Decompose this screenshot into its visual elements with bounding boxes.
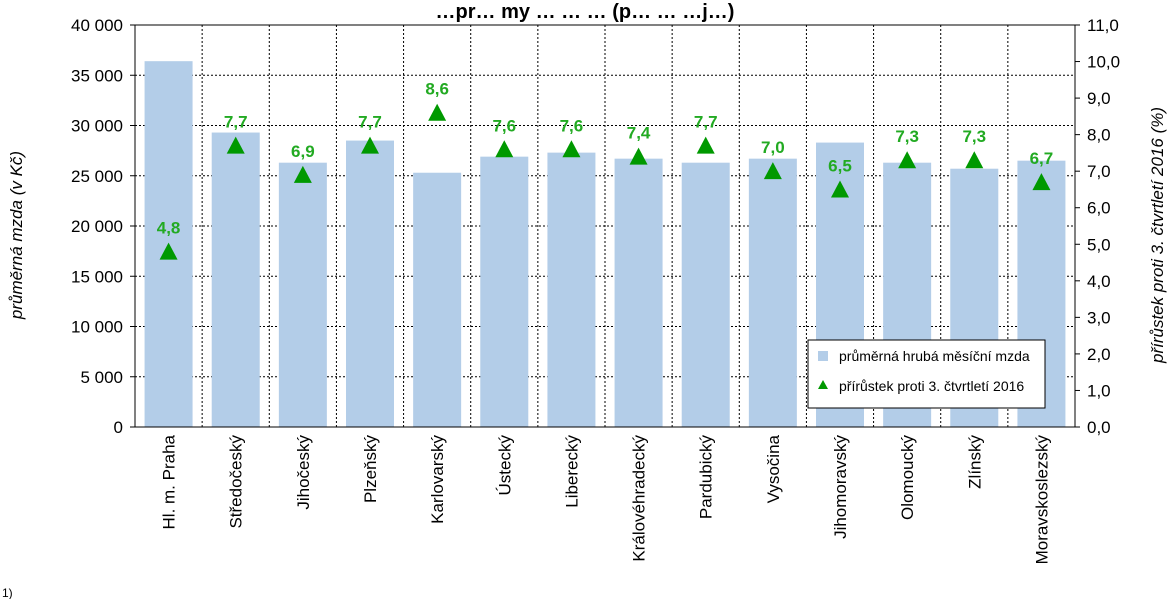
legend-bar-label: průměrná hrubá měsíční mzda (839, 348, 1030, 364)
growth-data-label: 4,8 (157, 219, 181, 238)
category-label: Jihomoravský (831, 435, 850, 539)
y2-tick-label: 6,0 (1087, 199, 1111, 218)
bar (681, 162, 730, 427)
legend: průměrná hrubá měsíční mzda přírůstek pr… (807, 339, 1046, 409)
bar (480, 156, 529, 427)
y-tick-label: 40 000 (71, 16, 123, 35)
growth-marker (361, 136, 379, 154)
data-labels: 4,8 7,7 6,9 7,7 8,6 7,6 7,6 7,4 7,7 7,0 6,5 7,3 7,3 6… (157, 80, 1053, 238)
y-tick-label: 25 000 (71, 167, 123, 186)
growth-marker (629, 147, 648, 165)
y2-tick-label: 7,0 (1087, 162, 1111, 181)
growth-marker (226, 136, 245, 154)
bar (748, 158, 797, 428)
growth-marker (831, 180, 849, 198)
y2-tick-label: 9,0 (1087, 89, 1111, 108)
growth-data-label: 7,7 (224, 113, 248, 132)
bar (547, 152, 596, 427)
category-label: Zlínský (965, 435, 984, 489)
footnote: 1) (2, 586, 13, 599)
category-label: Karlovarský (428, 435, 447, 524)
growth-data-label: 7,6 (560, 116, 584, 135)
category-label: Středočeský (227, 435, 246, 529)
growth-marker (293, 165, 312, 183)
growth-data-label: 7,3 (895, 127, 919, 146)
growth-marker (1032, 173, 1051, 191)
category-label: Jihočeský (294, 435, 313, 510)
growth-data-label: 7,6 (492, 116, 516, 135)
y-tick-label: 10 000 (71, 318, 123, 337)
y2-tick-label: 10,0 (1087, 53, 1120, 72)
bar (346, 140, 394, 427)
y2-tick-label: 3,0 (1087, 308, 1111, 327)
growth-marker (696, 136, 715, 154)
growth-data-label: 7,3 (962, 127, 986, 146)
y2-tick-label: 1,0 (1087, 381, 1111, 400)
y2-tick-label: 11,0 (1087, 16, 1119, 35)
y-tick-label: 5 000 (80, 368, 123, 387)
left-axis-ticks: 0 5 000 10 000 15 000 20 000 25 000 30 000 35 0… (71, 16, 135, 437)
category-label: Vysočina (764, 434, 783, 503)
bar (278, 162, 327, 427)
bar (413, 172, 462, 427)
y2-tick-label: 2,0 (1087, 345, 1111, 364)
growth-data-label: 7,7 (694, 113, 718, 132)
growth-marker (495, 140, 514, 158)
bar (614, 158, 663, 428)
legend-bar-swatch (818, 351, 828, 361)
growth-data-label: 7,7 (358, 113, 382, 132)
marker-series (159, 103, 1051, 260)
growth-marker (562, 140, 581, 158)
right-axis-ticks: 0,0 1,0 2,0 3,0 4,0 5,0 6,0 7,0 8,0 9,0 10,0 11,0 (1075, 16, 1120, 437)
y-tick-label: 0 (114, 418, 123, 437)
growth-data-label: 7,0 (761, 138, 785, 157)
category-label: Olomoucký (898, 435, 917, 521)
y-axis-title: průměrná mzda (v Kč) (7, 151, 26, 320)
growth-data-label: 6,5 (828, 156, 852, 175)
category-label: Liberecký (562, 435, 581, 508)
chart-title: …pr… my … … … (p… … …j…) (436, 1, 735, 23)
legend-marker-swatch (818, 380, 828, 389)
y2-axis-title: přírůstek proti 3. čtvrtletí 2016 (%) (1148, 107, 1167, 364)
bar (211, 132, 260, 427)
growth-marker (965, 151, 984, 169)
y2-tick-label: 0,0 (1087, 418, 1111, 437)
growth-marker (159, 242, 178, 260)
growth-data-label: 6,9 (291, 142, 315, 161)
growth-marker (428, 103, 447, 121)
y2-tick-label: 4,0 (1087, 272, 1111, 291)
y2-tick-label: 5,0 (1087, 235, 1111, 254)
category-label: Ústecký (495, 435, 514, 496)
growth-data-label: 8,6 (425, 80, 449, 99)
growth-data-label: 6,7 (1030, 149, 1054, 168)
legend-marker-label: přírůstek proti 3. čtvrtletí 2016 (839, 378, 1024, 394)
category-label: Hl. m. Praha (160, 434, 179, 529)
y-tick-label: 30 000 (71, 117, 123, 136)
growth-marker (898, 151, 917, 169)
legend-box (807, 339, 1046, 409)
y2-tick-label: 8,0 (1087, 126, 1111, 145)
category-labels: Hl. m. Praha Středočeský Jihočeský Plzeňský… (160, 434, 1052, 564)
category-label: Královéhradecký (630, 435, 649, 562)
y-tick-label: 20 000 (71, 217, 123, 236)
growth-data-label: 7,4 (627, 124, 651, 143)
y-tick-label: 15 000 (71, 267, 123, 286)
category-label: Pardubický (697, 435, 716, 520)
category-label: Plzeňský (361, 435, 380, 504)
category-label: Moravskoslezský (1032, 435, 1051, 565)
growth-marker (763, 162, 782, 180)
y-tick-label: 35 000 (71, 66, 123, 85)
